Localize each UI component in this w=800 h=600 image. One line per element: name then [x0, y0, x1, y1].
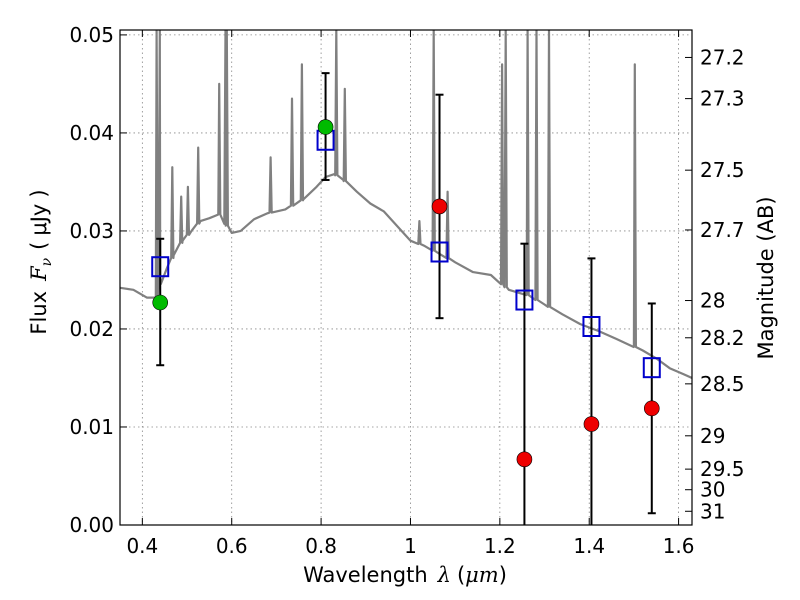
- y2-tick-label: 27.3: [700, 87, 745, 111]
- y2-tick-label: 28: [700, 289, 725, 313]
- grid-lines: [120, 30, 692, 525]
- y2-axis-title: Magnitude (AB): [754, 196, 778, 359]
- plot-frame: [119, 29, 693, 526]
- y-tick-label: 0.00: [69, 513, 114, 537]
- observed-red-point: [643, 400, 660, 417]
- errorbar-layer: [156, 72, 656, 525]
- y2-tick-label: 27.7: [700, 218, 745, 242]
- y2-tick-label: 28.5: [700, 372, 745, 396]
- x-tick-label: 1.2: [484, 534, 516, 558]
- data-points-layer: [151, 119, 661, 468]
- model-photometry-square: [151, 256, 170, 278]
- y2-tick-label: 27.2: [700, 45, 745, 69]
- y2-tick-label: 27.5: [700, 158, 745, 182]
- x-tick-label: 1: [404, 534, 417, 558]
- model-photometry-square: [430, 241, 449, 263]
- y-tick-label: 0.01: [69, 415, 114, 439]
- y2-tick-label: 29.5: [700, 457, 745, 481]
- y2-tick-label: 30: [700, 478, 725, 502]
- observed-red-point: [583, 416, 600, 432]
- y-axis-title: FluxFν(μJy): [27, 189, 55, 334]
- model-spectrum-layer: [120, 30, 692, 380]
- y-tick-label: 0.02: [69, 317, 114, 341]
- observed-red-point: [431, 198, 448, 215]
- y2-tick-label: 28.2: [700, 326, 745, 350]
- x-axis-title: Wavelength λ (μm): [303, 563, 507, 587]
- y-tick-label: 0.04: [69, 121, 114, 145]
- x-tick-label: 0.4: [126, 534, 158, 558]
- model-spectrum-line: [120, 30, 692, 380]
- y2-tick-label: 31: [700, 499, 725, 523]
- axis-ticks: 0.4 0.6 0.8 1 1.2 1.4 1.6 0.00 0.01 0.02 0.03 0.04 0…: [69, 23, 744, 558]
- y2-tick-label: 29: [700, 424, 725, 448]
- model-photometry-square: [515, 289, 534, 311]
- y-tick-label: 0.05: [69, 23, 114, 47]
- x-tick-label: 0.8: [305, 534, 337, 558]
- observed-red-point: [516, 451, 533, 468]
- x-tick-label: 1.4: [573, 534, 605, 558]
- model-photometry-square: [642, 357, 661, 379]
- model-photometry-square: [582, 316, 601, 337]
- x-tick-label: 0.6: [216, 534, 248, 558]
- x-tick-label: 1.6: [663, 534, 695, 558]
- observed-green-point: [317, 119, 334, 135]
- observed-green-point: [152, 294, 169, 311]
- y-tick-label: 0.03: [69, 219, 114, 243]
